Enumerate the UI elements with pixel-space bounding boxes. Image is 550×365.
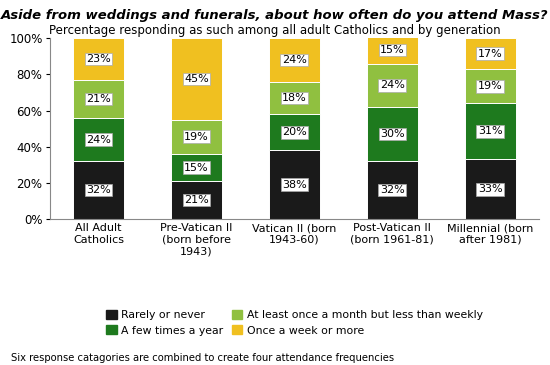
Text: 30%: 30% xyxy=(380,129,404,139)
Text: 21%: 21% xyxy=(86,94,111,104)
Text: 20%: 20% xyxy=(282,127,307,137)
Bar xyxy=(73,118,124,161)
Text: Percentage responding as such among all adult Catholics and by generation: Percentage responding as such among all … xyxy=(49,24,501,37)
Bar xyxy=(269,38,320,82)
Bar xyxy=(269,114,320,150)
Text: 15%: 15% xyxy=(380,45,404,55)
Text: 15%: 15% xyxy=(184,162,208,173)
Bar xyxy=(465,160,515,219)
Text: Six response catagories are combined to create four attendance frequencies: Six response catagories are combined to … xyxy=(11,353,394,363)
Text: 21%: 21% xyxy=(184,195,209,205)
Text: 32%: 32% xyxy=(86,185,111,195)
Bar xyxy=(171,120,222,154)
Text: 17%: 17% xyxy=(477,49,503,59)
Bar xyxy=(73,38,124,80)
Text: 18%: 18% xyxy=(282,93,307,103)
Bar xyxy=(367,36,417,64)
Text: 24%: 24% xyxy=(86,135,111,145)
Bar xyxy=(465,38,515,69)
Bar xyxy=(367,161,417,219)
Text: 45%: 45% xyxy=(184,74,209,84)
Text: 23%: 23% xyxy=(86,54,111,64)
Text: 38%: 38% xyxy=(282,180,307,190)
Legend: Rarely or never, A few times a year, At least once a month but less than weekly,: Rarely or never, A few times a year, At … xyxy=(103,308,485,338)
Bar xyxy=(73,80,124,118)
Text: 19%: 19% xyxy=(184,132,209,142)
Bar xyxy=(171,154,222,181)
Text: 32%: 32% xyxy=(380,185,405,195)
Text: 24%: 24% xyxy=(282,55,307,65)
Text: 24%: 24% xyxy=(379,80,405,90)
Bar xyxy=(367,64,417,107)
Bar xyxy=(269,150,320,219)
Text: 33%: 33% xyxy=(478,184,502,194)
Text: Aside from weddings and funerals, about how often do you attend Mass?: Aside from weddings and funerals, about … xyxy=(1,9,549,22)
Text: 19%: 19% xyxy=(477,81,503,91)
Text: 31%: 31% xyxy=(478,126,502,137)
Bar xyxy=(465,103,515,160)
Bar xyxy=(73,161,124,219)
Bar xyxy=(465,69,515,103)
Bar xyxy=(171,38,222,120)
Bar xyxy=(367,107,417,161)
Bar xyxy=(171,181,222,219)
Bar xyxy=(269,82,320,114)
